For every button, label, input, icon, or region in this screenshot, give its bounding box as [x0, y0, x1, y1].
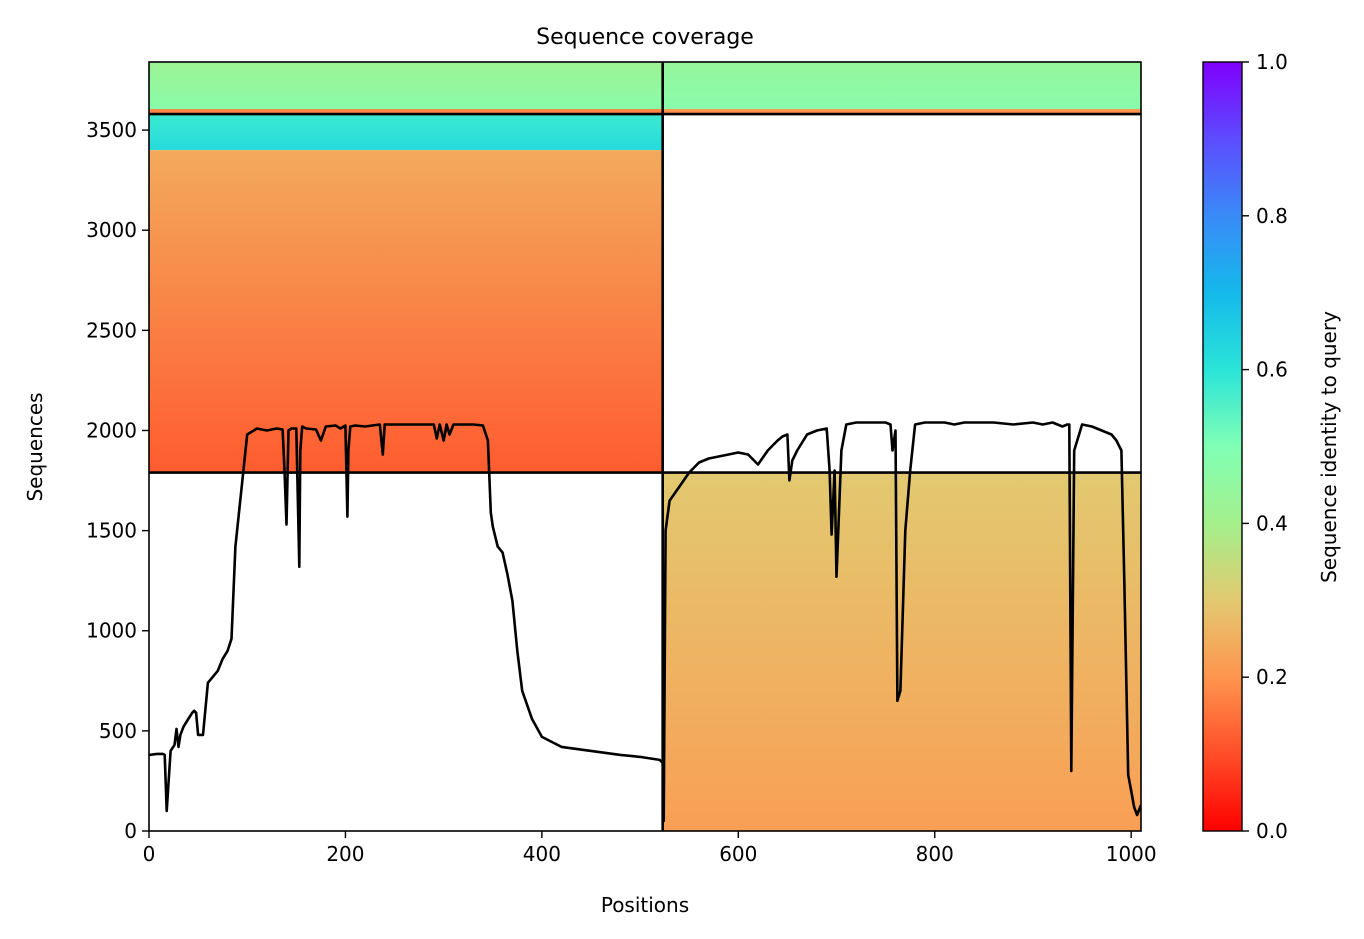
y-tick-label: 1500	[86, 519, 137, 543]
chart-title: Sequence coverage	[536, 25, 754, 50]
colorbar-tick-label: 1.0	[1256, 50, 1288, 74]
y-tick-label: 500	[99, 719, 137, 743]
domain-separators	[149, 62, 1141, 831]
coverage-heatmap	[149, 62, 1141, 831]
plot-frame	[148, 61, 1142, 832]
coverage-block	[149, 62, 663, 115]
y-axis-label: Sequences	[23, 392, 47, 501]
y-tick-label: 3500	[86, 118, 137, 142]
x-tick-label: 600	[719, 842, 757, 866]
colorbar-tick-label: 0.6	[1256, 358, 1288, 382]
coverage-block	[149, 114, 663, 151]
coverage-strip	[149, 109, 663, 115]
x-tick-label: 1000	[1106, 842, 1157, 866]
colorbar-tick-label: 0.0	[1256, 819, 1288, 843]
coverage-line	[149, 421, 1141, 823]
x-tick-label: 200	[326, 842, 364, 866]
coverage-block	[662, 62, 1141, 115]
colorbar-gradient	[1202, 61, 1243, 832]
x-tick-label: 800	[916, 842, 954, 866]
coverage-block	[149, 150, 663, 473]
y-tick-label: 2000	[86, 418, 137, 442]
y-tick-label: 1000	[86, 619, 137, 643]
x-tick-label: 400	[523, 842, 561, 866]
plot-area	[149, 62, 1141, 831]
colorbar: 0.0 0.2 0.4 0.6 0.8 1.0 Sequence identity to …	[1202, 50, 1341, 843]
y-tick-label: 3000	[86, 218, 137, 242]
colorbar-tick-label: 0.8	[1256, 204, 1288, 228]
y-axis: 0 500 1000 1500 2000 2500 3000 3500	[86, 118, 149, 843]
colorbar-tick-label: 0.2	[1256, 665, 1288, 689]
x-tick-label: 0	[143, 842, 156, 866]
colorbar-tick-label: 0.4	[1256, 511, 1288, 535]
colorbar-label: Sequence identity to query	[1317, 311, 1341, 583]
y-tick-label: 2500	[86, 318, 137, 342]
colorbar-ticks: 0.0 0.2 0.4 0.6 0.8 1.0	[1242, 50, 1288, 843]
coverage-strip	[662, 109, 1141, 115]
y-tick-label: 0	[124, 819, 137, 843]
x-axis: 0 200 400 600 800 1000	[143, 831, 1157, 866]
x-axis-label: Positions	[601, 893, 689, 917]
